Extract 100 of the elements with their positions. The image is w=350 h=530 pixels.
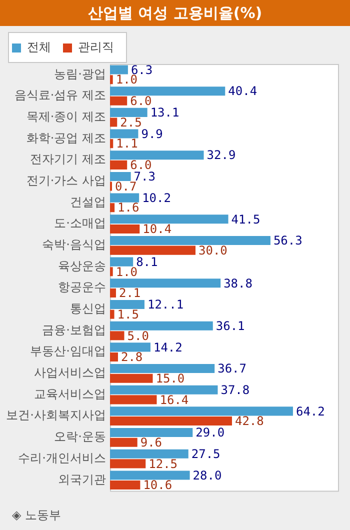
y-tick-label: 수리·개인서비스 [18,450,106,465]
chart-title: 산업별 여성 고용비율(%) [0,0,350,26]
data-label: 9.9 [141,126,163,141]
data-label: 1.6 [118,200,140,215]
legend-label: 전체 [27,40,51,54]
bar [110,160,128,170]
data-label: 42.8 [234,414,264,428]
data-label: 1.5 [117,307,139,322]
bar [110,416,232,426]
y-tick-label: 화학·공업 제조 [26,130,106,145]
data-label: 16.4 [160,392,189,407]
bar [110,172,131,181]
data-label: 28.0 [192,468,222,482]
bar [110,278,221,288]
bar [110,364,215,374]
bar [110,459,146,468]
bar [110,352,118,362]
bar [110,65,128,74]
bar [110,203,115,212]
data-label: 40.4 [228,84,258,98]
bar [110,374,153,383]
bar [110,342,150,352]
data-label: 8.1 [136,254,158,269]
data-label: 27.5 [191,447,220,462]
bar [110,438,138,447]
data-label: 15.0 [156,371,185,386]
y-tick-label: 외국기관 [58,472,106,486]
data-label: 12.5 [148,456,178,471]
y-tick-label: 통신업 [70,302,106,316]
data-label: 36.1 [216,318,245,333]
y-tick-label: 목제·종이 제조 [26,109,106,124]
y-tick-label: 전자기기 제조 [30,152,106,166]
y-tick-label: 항공운수 [58,280,106,294]
data-label: 30.0 [198,243,228,258]
data-label: 14.2 [153,340,182,354]
data-label: 12..1 [147,298,184,312]
data-label: 2.8 [120,350,143,364]
data-label: 9.6 [140,435,162,450]
y-tick-label: 육상운송 [58,258,106,273]
data-label: 10.6 [143,478,172,492]
data-label: 2.5 [120,115,142,130]
bar [110,385,218,394]
data-label: 64.2 [296,404,325,418]
data-label: 1.1 [116,136,138,151]
bar [110,96,128,106]
bar [110,246,196,255]
bar [110,406,293,416]
text: ◈ 노동부 [12,507,62,524]
bar [110,300,144,310]
data-label: 36.7 [218,362,246,376]
y-tick-label: 건설업 [70,194,106,209]
data-label: 38.8 [224,276,252,290]
y-tick-label: 농림·광업 [54,66,106,81]
bar [110,321,213,330]
bar [110,331,124,340]
y-tick-label: 전기·가스 사업 [26,173,106,188]
data-label: 56.3 [273,234,302,248]
data-label: 10.2 [142,190,171,205]
bar [110,257,134,266]
bar [110,236,270,245]
bar [110,75,113,84]
bar [110,470,190,480]
y-tick-label: 금융·보험업 [42,322,106,337]
bar [110,310,114,319]
bar [110,118,118,127]
bar [110,86,226,96]
bar [110,139,114,148]
data-label: 13.1 [150,106,180,120]
bar [110,267,113,276]
data-label: 29.0 [196,426,225,440]
data-label: 1.0 [116,264,138,279]
data-label: 32.9 [206,148,236,162]
data-label: 5.0 [127,328,149,343]
y-tick-label: 사업서비스업 [34,366,106,380]
data-label: 2.1 [118,286,141,300]
data-label: 6.0 [130,94,152,108]
bar [110,395,157,404]
bar [110,428,193,438]
data-label: 37.8 [220,382,250,397]
bar [110,193,140,202]
bar [110,224,140,234]
y-tick-label: 오락·운동 [54,430,106,444]
data-label: 10.4 [142,222,172,236]
bar [110,214,228,224]
y-tick-label: 보건·사회복지사업 [6,408,106,422]
bar [110,480,140,490]
y-tick-label: 부동산·임대업 [30,344,106,358]
y-tick-label: 숙박·음식업 [42,238,106,252]
y-tick-label: 도·소매업 [54,216,106,230]
y-tick-label: 교육서비스업 [34,386,106,401]
bar [110,108,148,117]
bar [110,129,138,138]
data-label: 6.0 [130,158,152,172]
y-tick-label: 음식료·섬유 제조 [14,88,106,102]
data-label: 41.5 [231,212,260,226]
data-label: 0.7 [114,179,137,194]
bar [110,288,116,298]
bar [110,449,188,458]
legend-label: 관리직 [78,40,114,54]
bar [110,150,204,160]
